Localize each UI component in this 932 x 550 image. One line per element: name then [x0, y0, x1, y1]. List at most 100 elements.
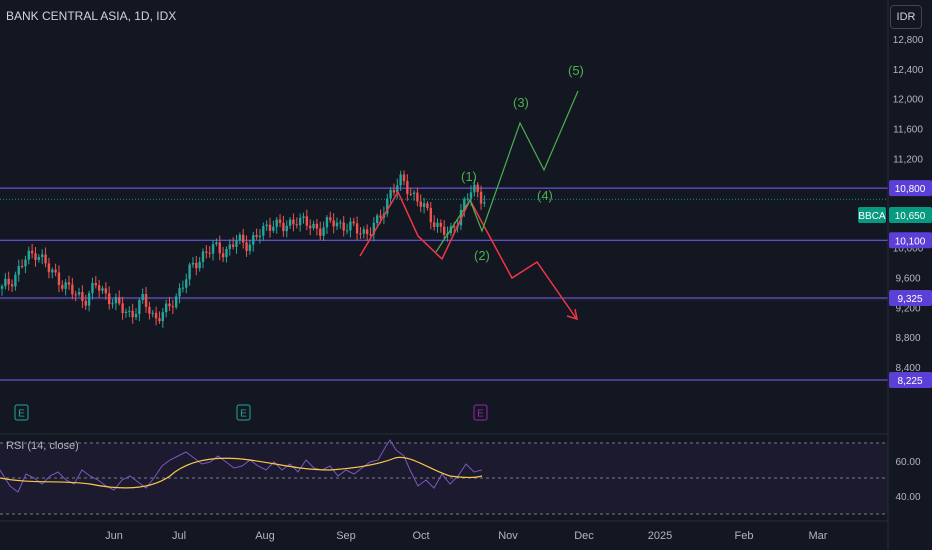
earnings-marker-label: E [240, 409, 247, 420]
candle-body [453, 226, 456, 228]
candle-body [87, 293, 91, 306]
level-price-value: 9,325 [897, 294, 922, 305]
candle-body [332, 220, 335, 227]
candle-body [322, 227, 325, 236]
candle-body [134, 314, 138, 318]
candle-body [288, 219, 292, 226]
candle-body [349, 221, 352, 231]
candle-body [386, 198, 389, 214]
candle-body [0, 286, 4, 289]
candle-body [228, 244, 231, 249]
candle-body [198, 261, 201, 269]
rsi-tick-label: 60.00 [895, 457, 920, 468]
candle-body [245, 242, 248, 251]
candle-body [154, 312, 158, 319]
candle-body [141, 293, 144, 301]
candle-body [191, 262, 195, 265]
level-price-value: 8,225 [897, 376, 922, 387]
candle-body [238, 234, 242, 241]
candle-body [476, 184, 479, 192]
earnings-marker[interactable] [236, 404, 251, 421]
candle-body [426, 203, 429, 208]
candle-body [178, 288, 181, 297]
candle-body [4, 278, 7, 287]
level-price-value: 10,800 [895, 184, 926, 195]
x-tick-label: Nov [498, 530, 518, 542]
earnings-marker-label: E [18, 409, 25, 420]
candle-body [175, 296, 178, 308]
candle-body [111, 303, 114, 305]
candle-body [422, 203, 426, 207]
candle-body [201, 251, 205, 262]
candle-body [235, 240, 238, 247]
wave-label-2: (2) [474, 248, 490, 263]
candle-body [429, 207, 432, 223]
candle-body [272, 226, 275, 231]
y-tick-label: 8,400 [895, 363, 920, 374]
wave-label-5: (5) [568, 63, 584, 78]
candle-body [121, 303, 124, 313]
candle-body [94, 282, 97, 286]
earnings-marker[interactable] [473, 404, 488, 421]
candle-body [148, 306, 151, 314]
earnings-marker-label: E [477, 409, 484, 420]
candle-body [161, 312, 164, 322]
currency-button[interactable]: IDR [890, 5, 922, 29]
rsi-pane [0, 433, 888, 515]
candle-body [369, 234, 372, 236]
candle-body [365, 229, 369, 235]
candle-body [466, 198, 469, 200]
candle-body [399, 174, 402, 186]
level-price-badge [889, 180, 932, 197]
rsi-axis: 60.00 40.00 [895, 457, 920, 503]
candle-body [443, 226, 446, 235]
earnings-markers: E E E [14, 404, 488, 421]
x-tick-label: Mar [809, 530, 828, 542]
earnings-marker[interactable] [14, 404, 29, 421]
candle-body [469, 192, 473, 199]
candle-body [412, 192, 416, 194]
wave-label-4: (4) [537, 188, 553, 203]
y-tick-label: 12,800 [893, 35, 924, 46]
horizontal-levels-layer [0, 187, 888, 381]
candle-body [298, 217, 302, 226]
candle-body [248, 244, 252, 251]
last-price-value: 10,650 [895, 211, 926, 222]
candle-body [218, 242, 221, 254]
candle-body [61, 284, 64, 289]
candle-body [342, 222, 345, 231]
candle-body [278, 219, 282, 223]
candle-body [41, 254, 44, 258]
candle-body [345, 230, 349, 232]
candle-body [372, 222, 376, 235]
candle-body [339, 222, 342, 224]
candle-body [319, 228, 322, 236]
candle-body [402, 174, 406, 182]
candle-body [51, 269, 54, 273]
candle-body [302, 216, 305, 218]
candle-body [258, 235, 262, 237]
candle-body [275, 219, 278, 227]
candle-body [329, 217, 332, 221]
bearish-arrow-head [566, 308, 578, 321]
candle-body [14, 274, 17, 287]
candle-body [67, 282, 71, 285]
candle-body [362, 229, 365, 234]
candle-body [118, 297, 121, 304]
candle-body [211, 244, 215, 254]
last-price-tag: BBCA 10,650 [858, 207, 932, 223]
candle-body [252, 235, 255, 245]
candle-body [265, 224, 268, 227]
candle-body [44, 254, 47, 264]
elliott-wave-path [435, 90, 579, 253]
candle-body [309, 225, 312, 229]
level-price-badge [889, 372, 932, 389]
candle-body [215, 242, 218, 245]
y-tick-label: 9,200 [895, 303, 920, 314]
candle-body [292, 219, 295, 225]
candle-body [91, 282, 94, 294]
candle-body [312, 223, 315, 229]
candle-body [185, 279, 188, 288]
candle-body [479, 191, 483, 204]
